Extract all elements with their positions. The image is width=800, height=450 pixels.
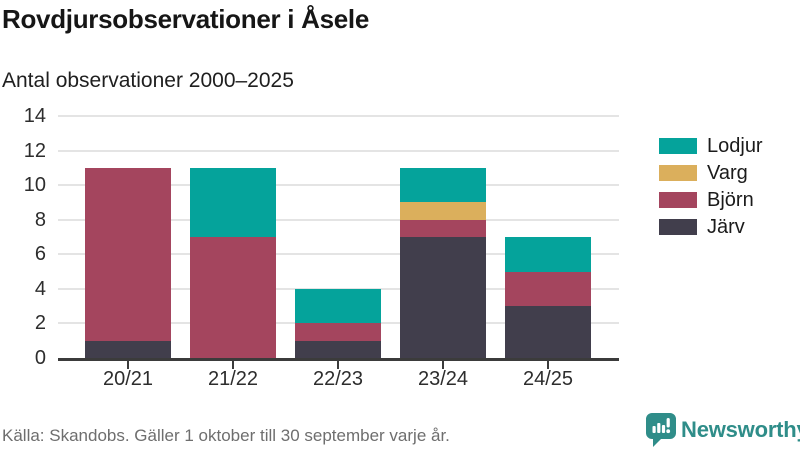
x-tick: [337, 361, 339, 369]
page-title: Rovdjursobservationer i Åsele: [2, 4, 369, 34]
chart-subtitle: Antal observationer 2000–2025: [2, 69, 294, 92]
y-tick-label-6: 6: [34, 243, 46, 266]
x-tick-label-23-24: 23/24: [417, 368, 469, 390]
bar-segment-24-25-Lodjur: [505, 237, 591, 272]
x-tick-label-20-21: 20/21: [102, 368, 154, 390]
legend-swatch-Lodjur: [659, 138, 697, 154]
x-tick: [232, 361, 234, 369]
newsworthy-logo: Newsworthy: [646, 413, 800, 447]
legend-label-Järv: Järv: [707, 215, 745, 238]
legend-swatch-Varg: [659, 165, 697, 181]
bar-segment-24-25-Björn: [505, 271, 591, 307]
bar-segment-24-25-Järv: [505, 306, 591, 358]
x-axis-line: [58, 358, 619, 361]
source-note: Källa: Skandobs. Gäller 1 oktober till 3…: [2, 426, 450, 445]
legend-swatch-Järv: [659, 219, 697, 235]
x-tick-label-24-25: 24/25: [522, 368, 574, 390]
bar-segment-23-24-Björn: [400, 219, 486, 237]
bar-segment-23-24-Varg: [400, 202, 486, 220]
y-tick-label-0: 0: [34, 347, 46, 369]
y-tick-label-2: 2: [34, 312, 46, 335]
gridline-6: [58, 253, 619, 256]
legend-label-Varg: Varg: [707, 161, 748, 184]
bar-segment-22-23-Lodjur: [295, 288, 381, 324]
x-tick-label-21-22: 21/22: [207, 368, 259, 390]
bar-segment-20-21-Björn: [85, 167, 171, 341]
legend-swatch-Björn: [659, 192, 697, 208]
legend-label-Lodjur: Lodjur: [707, 134, 763, 157]
gridline-14: [58, 115, 619, 117]
bar-segment-22-23-Järv: [295, 340, 381, 358]
plot-area: [58, 115, 619, 358]
gridline-10: [58, 184, 619, 187]
legend-label-Björn: Björn: [707, 188, 754, 211]
bar-segment-21-22-Björn: [190, 237, 276, 358]
y-tick-label-8: 8: [34, 208, 46, 231]
gridline-8: [58, 218, 619, 221]
bar-segment-22-23-Björn: [295, 323, 381, 341]
gridline-4: [58, 287, 619, 290]
x-tick-label-22-23: 22/23: [312, 368, 364, 390]
newsworthy-logo-icon: [646, 413, 676, 447]
x-tick: [442, 361, 444, 369]
x-tick: [547, 361, 549, 369]
y-tick-label-4: 4: [34, 277, 46, 300]
legend-item-Björn: Björn: [659, 189, 763, 211]
brand-wordmark: Newsworthy: [681, 417, 800, 442]
bar-segment-20-21-Järv: [85, 340, 171, 358]
y-tick-label-12: 12: [23, 139, 46, 162]
legend-item-Järv: Järv: [659, 216, 763, 238]
bar-segment-23-24-Lodjur: [400, 167, 486, 203]
chart-legend: Lodjur Varg Björn Järv: [659, 135, 763, 246]
y-tick-label-14: 14: [23, 105, 46, 127]
legend-item-Varg: Varg: [659, 162, 763, 184]
x-tick: [127, 361, 129, 369]
gridline-12: [58, 149, 619, 152]
legend-item-Lodjur: Lodjur: [659, 135, 763, 157]
bar-segment-21-22-Lodjur: [190, 167, 276, 237]
bar-segment-23-24-Järv: [400, 237, 486, 358]
y-tick-label-10: 10: [23, 174, 46, 197]
